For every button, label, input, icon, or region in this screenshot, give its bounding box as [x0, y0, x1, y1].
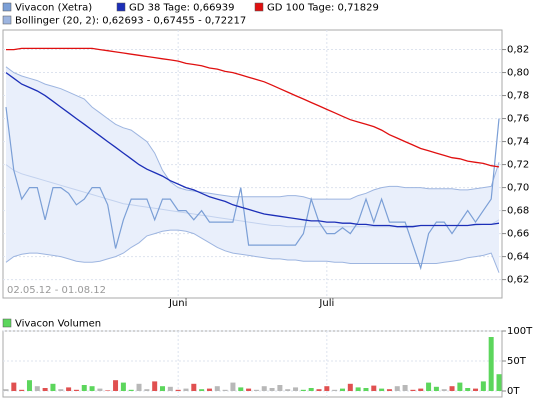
- volume-bar: [371, 385, 377, 391]
- volume-bar: [441, 389, 447, 391]
- volume-bar: [105, 390, 111, 391]
- legend-label: GD 100 Tage: 0,71829: [267, 3, 379, 14]
- volume-bar: [488, 337, 494, 391]
- legend-swatch: [254, 2, 264, 12]
- x-tick-label: Juli: [318, 298, 334, 309]
- volume-bar: [230, 382, 236, 391]
- volume-bar: [26, 380, 32, 391]
- legend-swatch: [2, 15, 12, 25]
- y-tick-label: 0,70: [507, 183, 529, 194]
- volume-bar: [11, 382, 17, 391]
- volume-bar: [214, 386, 220, 391]
- volume-bar: [152, 381, 158, 391]
- volume-bar: [175, 389, 181, 391]
- volume-bar: [128, 389, 134, 391]
- legend-label: Vivacon Volumen: [15, 319, 101, 330]
- legend-swatch: [2, 318, 12, 328]
- y-tick-label: 0,82: [507, 45, 529, 56]
- volume-bar: [199, 389, 205, 391]
- volume-bar: [379, 388, 385, 391]
- volume-bar: [480, 381, 486, 391]
- volume-bar: [191, 383, 197, 391]
- volume-bar: [308, 388, 314, 391]
- volume-bar: [386, 389, 392, 391]
- volume-bar: [457, 382, 463, 391]
- volume-bar: [42, 388, 48, 391]
- volume-bar: [355, 387, 361, 391]
- y-tick-label: 0,80: [507, 68, 529, 79]
- volume-bar: [222, 389, 228, 391]
- volume-bar: [183, 388, 189, 391]
- volume-bar: [363, 388, 369, 391]
- volume-bar: [339, 388, 345, 391]
- volume-bar: [293, 387, 299, 391]
- volume-bar: [120, 382, 126, 391]
- volume-bar: [324, 386, 330, 391]
- volume-bar: [19, 389, 25, 391]
- bollinger-band: [6, 66, 499, 273]
- y-tick-label: 0,74: [507, 137, 529, 148]
- volume-bar: [473, 388, 479, 391]
- volume-bar: [167, 386, 173, 391]
- volume-bar: [160, 386, 166, 391]
- volume-bar: [394, 386, 400, 391]
- volume-bar: [402, 385, 408, 391]
- volume-bar: [426, 382, 432, 391]
- volume-bar: [418, 388, 424, 391]
- volume-bar: [253, 389, 259, 391]
- legend-label: Bollinger (20, 2): 0,62693 - 0,67455 - 0…: [15, 16, 246, 27]
- y-tick-label: 50T: [507, 356, 527, 367]
- legend-label: GD 38 Tage: 0,66939: [129, 3, 235, 14]
- x-tick-label: Juni: [168, 298, 187, 309]
- volume-bar: [410, 389, 416, 391]
- legend-swatch: [116, 2, 126, 12]
- volume-bar: [113, 380, 119, 391]
- volume-bar: [433, 386, 439, 391]
- volume-bar: [300, 389, 306, 391]
- legend-swatch: [2, 2, 12, 12]
- volume-bar: [246, 388, 252, 391]
- volume-bar: [269, 388, 275, 391]
- date-range: 02.05.12 - 01.08.12: [7, 285, 106, 296]
- plot-layer: 0,62 0,64 0,66 0,68 0,70 0,72 0,74 0,76 0,78 0,80…: [2, 2, 533, 397]
- volume-bar: [496, 374, 502, 391]
- volume-bar: [3, 389, 9, 391]
- volume-bar: [449, 386, 455, 391]
- y-tick-label: 0,62: [507, 275, 529, 286]
- y-tick-label: 0,76: [507, 114, 529, 125]
- y-tick-label: 0T: [507, 386, 520, 397]
- volume-bar: [316, 389, 322, 391]
- bollinger-lower: [5, 229, 500, 273]
- series-line: [6, 47, 500, 168]
- volume-bar: [285, 389, 291, 391]
- volume-bar: [66, 387, 72, 391]
- volume-bar: [261, 386, 267, 391]
- volume-bar: [34, 386, 40, 391]
- volume-bar: [332, 389, 338, 391]
- series-line: [5, 107, 500, 271]
- volume-bar: [97, 388, 103, 391]
- volume-bar: [58, 389, 64, 391]
- y-tick-label: 0,72: [507, 160, 529, 171]
- legend-label: Vivacon (Xetra): [15, 3, 92, 14]
- volume-bar: [465, 388, 471, 391]
- y-tick-label: 0,64: [507, 252, 529, 263]
- volume-bar: [238, 387, 244, 391]
- y-tick-label: 0,68: [507, 206, 529, 217]
- volume-bar: [144, 389, 150, 391]
- volume-bar: [81, 385, 87, 391]
- volume-bar: [277, 385, 283, 391]
- volume-bar: [50, 383, 56, 391]
- volume-bar: [347, 383, 353, 391]
- volume-bar: [136, 383, 142, 391]
- volume-bar: [89, 386, 95, 391]
- volume-bar: [206, 388, 212, 391]
- y-tick-label: 0,66: [507, 229, 529, 240]
- volume-bar: [73, 389, 79, 391]
- y-tick-label: 100T: [507, 326, 533, 337]
- series-line: [5, 72, 500, 228]
- y-tick-label: 0,78: [507, 91, 529, 102]
- bollinger-upper: [5, 66, 500, 200]
